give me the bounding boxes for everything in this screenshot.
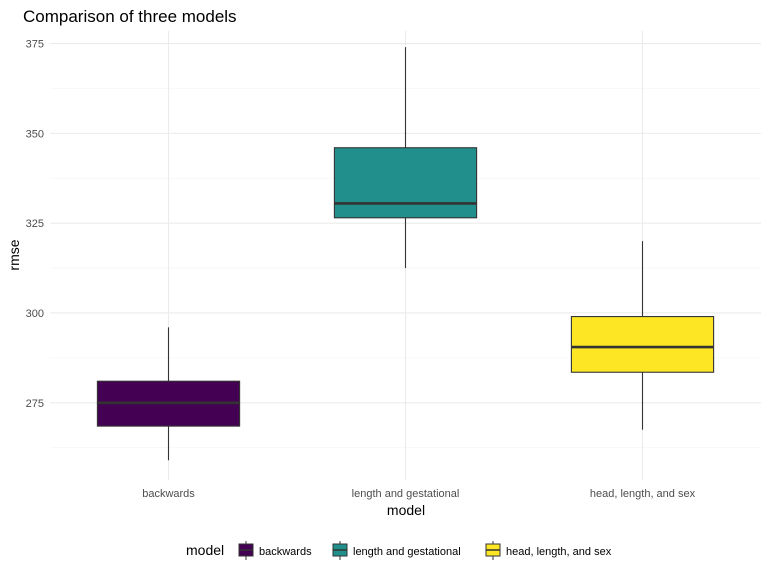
y-tick-label: 275 [26, 398, 44, 410]
legend-label: head, length, and sex [506, 546, 612, 558]
chart-title: Comparison of three models [23, 7, 237, 26]
legend-title: model [186, 542, 224, 558]
y-tick-label: 325 [26, 218, 44, 230]
x-tick-label: length and gestational [352, 488, 460, 500]
y-tick-label: 375 [26, 39, 44, 51]
y-axis-title: rmse [6, 239, 22, 270]
x-axis-ticks: backwards length and gestational head, len… [142, 488, 695, 500]
y-tick-label: 300 [26, 308, 44, 320]
x-tick-label: backwards [142, 488, 195, 500]
boxes [96, 47, 715, 461]
legend-item: length and gestational [332, 541, 461, 560]
legend: model backwards length and gestational head… [186, 541, 612, 560]
legend-item: head, length, and sex [485, 541, 612, 560]
box-head-length-and-sex [570, 241, 715, 430]
y-tick-label: 350 [26, 128, 44, 140]
box-iqr [570, 316, 715, 373]
box-backwards [96, 327, 241, 461]
x-tick-label: head, length, and sex [590, 488, 696, 500]
legend-label: length and gestational [353, 546, 461, 558]
box-length-and-gestational [333, 47, 478, 269]
x-axis-title: model [387, 502, 425, 518]
y-axis-ticks: 275 300 325 350 375 [26, 39, 44, 410]
legend-label: backwards [259, 546, 312, 558]
legend-item: backwards [238, 541, 312, 560]
box-iqr [333, 147, 478, 219]
